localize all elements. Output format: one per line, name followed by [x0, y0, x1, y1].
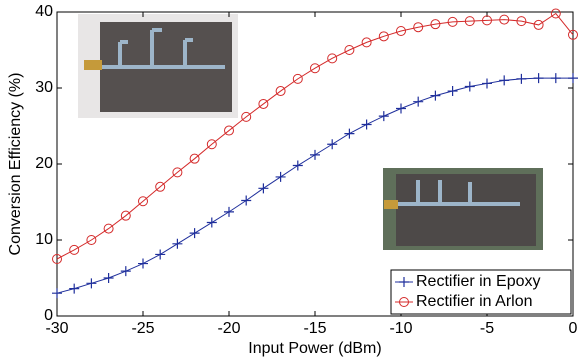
point-marker — [361, 119, 372, 130]
y-tick-label: 0 — [44, 307, 53, 324]
point-marker — [516, 16, 527, 27]
point-marker — [292, 73, 303, 84]
point-marker — [138, 196, 148, 207]
point-marker — [172, 167, 183, 178]
y-tick-label: 30 — [35, 79, 53, 96]
point-marker — [258, 98, 269, 109]
point-marker — [224, 206, 234, 217]
point-marker — [241, 195, 252, 206]
x-tick-label: -15 — [303, 320, 326, 337]
x-tick-label: -30 — [45, 320, 68, 337]
point-marker — [241, 111, 252, 122]
point-marker — [138, 258, 148, 269]
point-marker — [69, 283, 80, 294]
point-marker — [482, 15, 492, 26]
x-tick-label: -10 — [389, 320, 412, 337]
point-marker — [378, 31, 389, 42]
point-marker — [430, 19, 441, 30]
point-marker — [430, 90, 441, 101]
point-marker — [103, 273, 114, 283]
point-marker — [464, 81, 475, 92]
point-marker — [292, 160, 303, 171]
point-marker — [344, 45, 355, 55]
point-marker — [447, 16, 458, 27]
point-marker — [396, 103, 406, 114]
point-marker — [172, 238, 183, 249]
point-marker — [52, 288, 62, 299]
point-marker — [275, 86, 286, 97]
point-marker — [482, 78, 492, 89]
point-marker — [464, 16, 475, 27]
point-marker — [189, 153, 200, 164]
point-marker — [120, 210, 131, 221]
point-marker — [533, 19, 544, 30]
point-marker — [103, 223, 114, 234]
point-marker — [327, 53, 338, 64]
point-marker — [206, 139, 217, 150]
x-tick-label: -5 — [480, 320, 494, 337]
point-marker — [189, 228, 200, 239]
point-marker — [533, 73, 544, 84]
point-marker — [258, 183, 269, 194]
point-marker — [447, 86, 458, 97]
legend-label: Rectifier in Arlon — [416, 293, 533, 310]
y-tick-label: 40 — [35, 3, 53, 20]
point-marker — [155, 249, 166, 260]
point-marker — [52, 254, 62, 264]
point-marker — [310, 63, 320, 74]
legend-box — [390, 269, 572, 315]
x-tick-label: 0 — [569, 320, 578, 337]
point-marker — [499, 75, 510, 86]
point-marker — [378, 111, 389, 122]
point-marker — [310, 149, 320, 160]
series-line — [56, 12, 574, 260]
point-marker — [206, 217, 217, 228]
point-marker — [399, 297, 409, 307]
point-marker — [86, 235, 97, 245]
point-marker — [396, 26, 406, 36]
point-marker — [413, 96, 424, 107]
y-axis-label: Conversion Efficiency (%) — [7, 73, 24, 256]
x-tick-label: -25 — [131, 320, 154, 337]
point-marker — [413, 22, 424, 33]
point-marker — [86, 278, 97, 289]
point-marker — [361, 37, 372, 48]
point-marker — [568, 73, 578, 84]
x-axis-label: Input Power (dBm) — [248, 340, 381, 357]
legend-label: Rectifier in Epoxy — [416, 273, 541, 290]
point-marker — [327, 139, 338, 150]
point-marker — [344, 128, 355, 139]
point-marker — [550, 8, 561, 19]
point-marker — [499, 14, 510, 25]
point-marker — [399, 277, 409, 287]
point-marker — [69, 244, 80, 255]
x-tick-label: -20 — [217, 320, 240, 337]
photo-board-1 — [78, 14, 238, 118]
point-marker — [120, 266, 131, 277]
point-marker — [155, 181, 166, 192]
point-marker — [516, 73, 527, 84]
point-marker — [275, 171, 286, 182]
point-marker — [550, 73, 561, 84]
y-tick-label: 20 — [35, 155, 53, 172]
photo-board-2 — [383, 168, 543, 250]
point-marker — [224, 125, 234, 136]
y-tick-label: 10 — [35, 231, 53, 248]
